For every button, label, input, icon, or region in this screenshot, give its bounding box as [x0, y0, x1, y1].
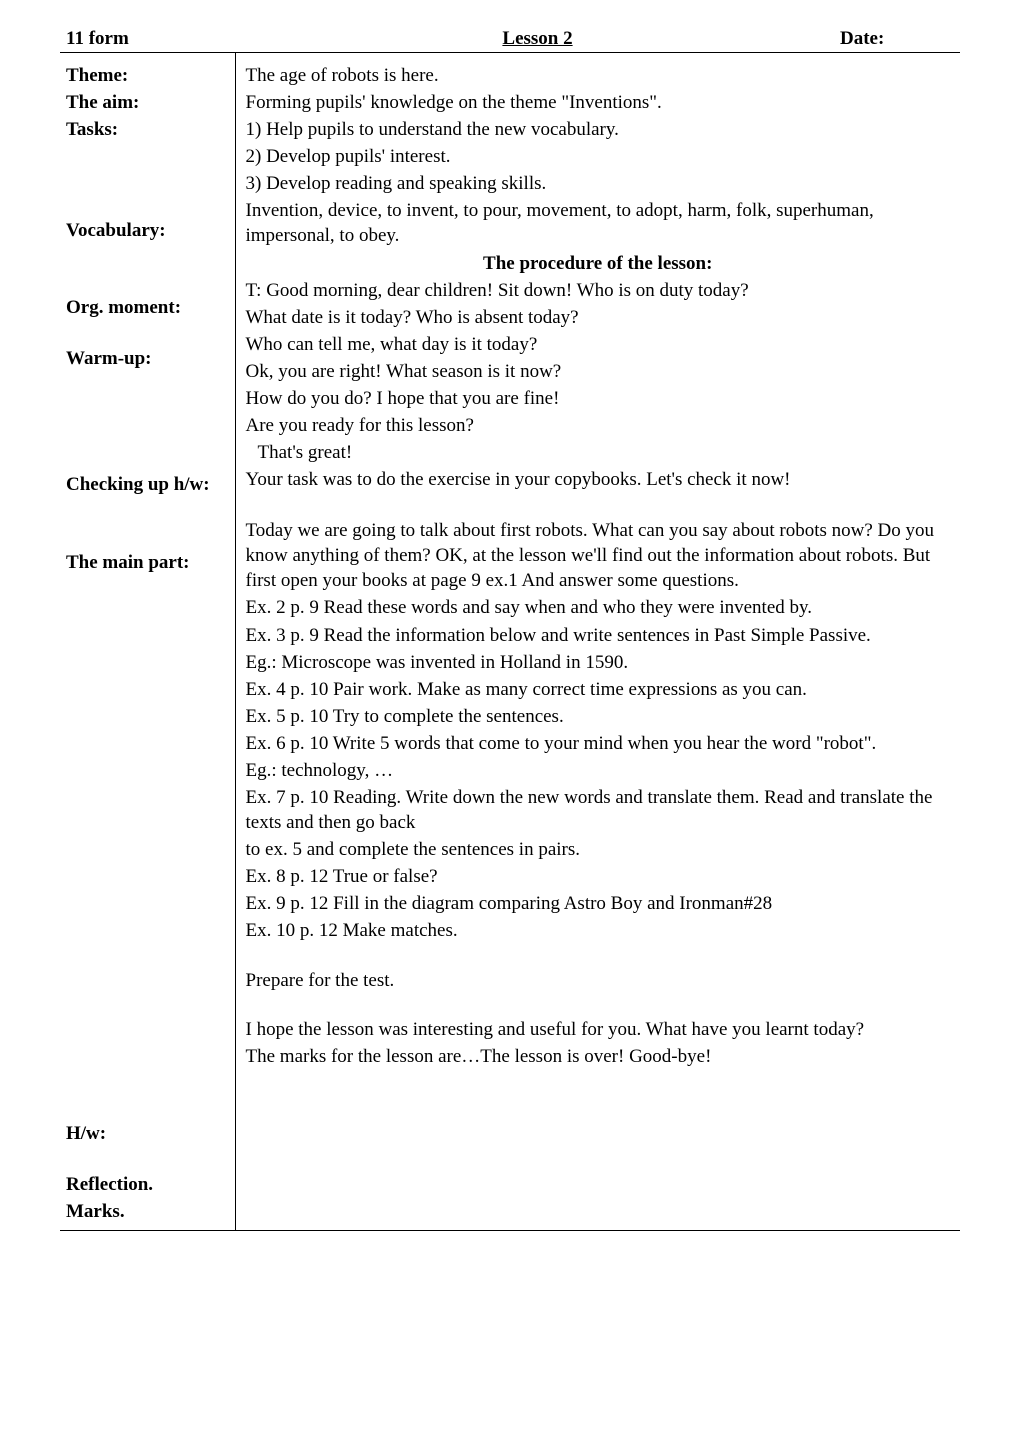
- lesson-table: Theme: The aim: Tasks: Vocabulary: Org. …: [60, 53, 960, 1231]
- text-main6: Ex. 5 p. 10 Try to complete the sentence…: [246, 704, 951, 729]
- text-warm3: How do you do? I hope that you are fine!: [246, 386, 951, 411]
- text-main5: Ex. 4 p. 10 Pair work. Make as many corr…: [246, 677, 951, 702]
- text-vocabulary: Invention, device, to invent, to pour, m…: [246, 198, 951, 248]
- header-form: 11 form: [60, 28, 235, 50]
- labels-column: Theme: The aim: Tasks: Vocabulary: Org. …: [60, 53, 235, 1230]
- text-reflection: I hope the lesson was interesting and us…: [246, 1017, 951, 1042]
- label-checking: Checking up h/w:: [66, 472, 229, 497]
- text-main10: to ex. 5 and complete the sentences in p…: [246, 837, 951, 862]
- text-main4: Eg.: Microscope was invented in Holland …: [246, 650, 951, 675]
- label-tasks: Tasks:: [66, 117, 229, 142]
- text-main13: Ex. 10 p. 12 Make matches.: [246, 918, 951, 943]
- text-procedure-title: The procedure of the lesson:: [246, 251, 951, 276]
- text-warm2: Ok, you are right! What season is it now…: [246, 359, 951, 384]
- text-org1: T: Good morning, dear children! Sit down…: [246, 278, 951, 303]
- text-main12: Ex. 9 p. 12 Fill in the diagram comparin…: [246, 891, 951, 916]
- text-main7: Ex. 6 p. 10 Write 5 words that come to y…: [246, 731, 951, 756]
- label-reflection: Reflection.: [66, 1172, 229, 1197]
- page: 11 form Lesson 2 Date: Theme: The aim: T…: [0, 0, 1020, 1443]
- label-hw: H/w:: [66, 1121, 229, 1146]
- header-lesson: Lesson 2: [235, 28, 840, 50]
- label-org-moment: Org. moment:: [66, 295, 229, 320]
- header-row: 11 form Lesson 2 Date:: [60, 28, 960, 53]
- text-task3: 3) Develop reading and speaking skills.: [246, 171, 951, 196]
- text-task1: 1) Help pupils to understand the new voc…: [246, 117, 951, 142]
- text-main2: Ex. 2 p. 9 Read these words and say when…: [246, 595, 951, 620]
- text-warm4: Are you ready for this lesson?: [246, 413, 951, 438]
- label-theme: Theme:: [66, 63, 229, 88]
- label-warm-up: Warm-up:: [66, 346, 229, 371]
- text-aim: Forming pupils' knowledge on the theme "…: [246, 90, 951, 115]
- label-aim: The aim:: [66, 90, 229, 115]
- text-main9: Ex. 7 p. 10 Reading. Write down the new …: [246, 785, 951, 835]
- text-task2: 2) Develop pupils' interest.: [246, 144, 951, 169]
- text-marks: The marks for the lesson are…The lesson …: [246, 1044, 951, 1069]
- text-warm1: Who can tell me, what day is it today?: [246, 332, 951, 357]
- header-date: Date:: [840, 28, 960, 50]
- text-main3: Ex. 3 p. 9 Read the information below an…: [246, 623, 951, 648]
- label-main-part: The main part:: [66, 550, 229, 575]
- table-row: Theme: The aim: Tasks: Vocabulary: Org. …: [60, 53, 960, 1230]
- text-warm5: That's great!: [246, 440, 951, 465]
- text-main11: Ex. 8 p. 12 True or false?: [246, 864, 951, 889]
- text-org2: What date is it today? Who is absent tod…: [246, 305, 951, 330]
- text-theme: The age of robots is here.: [246, 63, 951, 88]
- text-check: Your task was to do the exercise in your…: [246, 467, 951, 492]
- text-main8: Eg.: technology, …: [246, 758, 951, 783]
- label-marks: Marks.: [66, 1199, 229, 1224]
- content-column: The age of robots is here. Forming pupil…: [235, 53, 960, 1230]
- text-hw: Prepare for the test.: [246, 968, 951, 993]
- text-main1: Today we are going to talk about first r…: [246, 518, 951, 593]
- label-vocabulary: Vocabulary:: [66, 218, 229, 243]
